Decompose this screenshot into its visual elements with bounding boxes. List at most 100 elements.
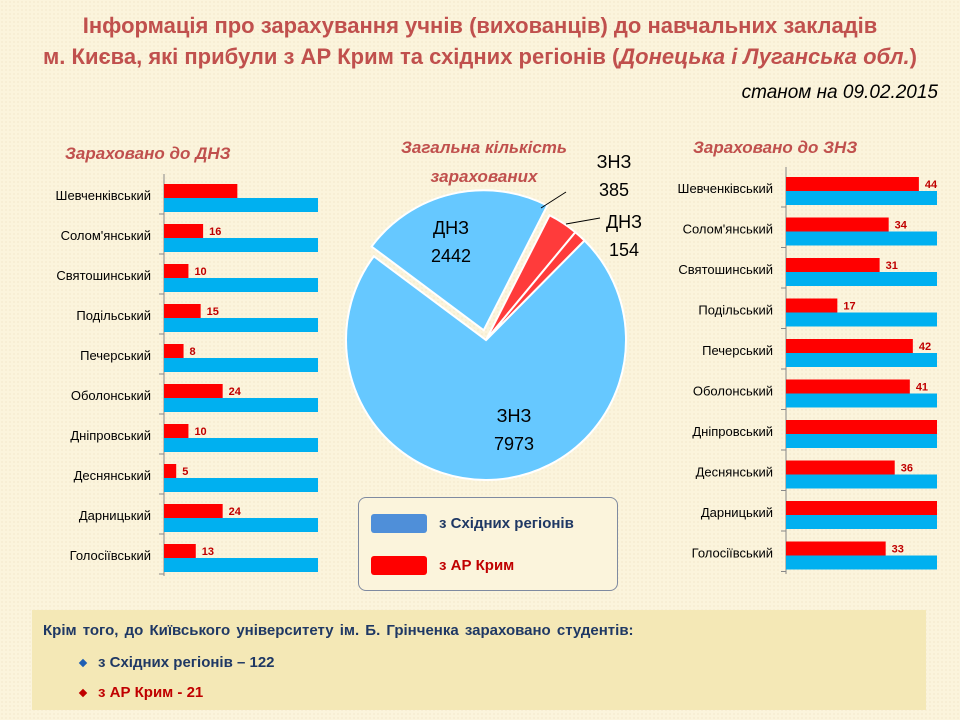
dnz-bar-crimea bbox=[164, 384, 223, 398]
znz-bar-east bbox=[786, 231, 937, 246]
pie-leader-line bbox=[565, 217, 601, 225]
pie-chart-title: Загальна кількість зарахованих bbox=[400, 138, 567, 186]
znz-bar-crimea bbox=[786, 339, 913, 353]
dnz-bar-crimea bbox=[164, 304, 201, 318]
znz-data-label: 31 bbox=[886, 260, 898, 272]
pie-label-dnz-crimea-category: ДНЗ bbox=[606, 212, 642, 232]
title-line-2-italic: Донецька і Луганська обл. bbox=[619, 44, 910, 69]
znz-bar-east bbox=[786, 555, 937, 570]
legend-item-east: з Східних регіонів bbox=[371, 514, 574, 533]
znz-category-label: Деснянський bbox=[696, 465, 773, 480]
dnz-data-label: 10 bbox=[194, 426, 206, 438]
dnz-bar-crimea bbox=[164, 464, 177, 478]
znz-category-label: Голосіївський bbox=[692, 546, 773, 561]
dnz-category-label: Солом'янський bbox=[61, 228, 151, 243]
znz-bar-crimea bbox=[786, 460, 895, 475]
legend-swatch-crimea bbox=[371, 556, 427, 575]
dnz-bar-crimea bbox=[164, 424, 189, 438]
znz-chart-title: Зараховано до ЗНЗ bbox=[693, 138, 858, 157]
legend-label-east: з Східних регіонів bbox=[439, 515, 574, 532]
pie-label-znz-east-category: ЗНЗ bbox=[497, 406, 532, 426]
znz-bar-crimea bbox=[786, 298, 838, 313]
znz-category-label: Дніпровський bbox=[692, 424, 773, 439]
znz-category-label: Шевченківський bbox=[678, 181, 773, 196]
dnz-bar-east bbox=[164, 318, 318, 332]
dnz-data-label: 16 bbox=[209, 226, 221, 238]
pie-legend: з Східних регіонів з АР Крим bbox=[358, 497, 618, 591]
znz-data-label: 33 bbox=[892, 544, 904, 556]
title-line-2: м. Києва, які прибули з АР Крим та східн… bbox=[0, 41, 960, 72]
dnz-data-label: 13 bbox=[202, 546, 214, 558]
pie-slice-dnz-crimea bbox=[485, 230, 586, 341]
dnz-category-label: Печерський bbox=[80, 348, 151, 363]
report-date: станом на 09.02.2015 bbox=[741, 82, 938, 103]
pie-label-znz-east-value: 7973 bbox=[494, 434, 534, 454]
dnz-category-label: Деснянський bbox=[74, 468, 151, 483]
znz-data-label: 42 bbox=[919, 341, 931, 353]
legend-label-crimea: з АР Крим bbox=[439, 557, 515, 574]
dnz-bar-east bbox=[164, 478, 318, 492]
legend-item-crimea: з АР Крим bbox=[371, 556, 514, 575]
znz-bar-crimea bbox=[786, 258, 880, 272]
pie-slice-znz-east bbox=[345, 239, 627, 481]
znz-bar-crimea bbox=[786, 177, 919, 191]
note-item-crimea: з АР Крим - 21 bbox=[78, 684, 204, 701]
title-line-2-end: ) bbox=[909, 44, 917, 69]
pie-slice-dnz-east bbox=[370, 189, 549, 332]
dnz-category-label: Голосіївський bbox=[70, 548, 151, 563]
znz-bar-east bbox=[786, 191, 937, 205]
dnz-bar-east bbox=[164, 238, 318, 252]
znz-bar-east bbox=[786, 272, 937, 286]
znz-category-label: Святошинський bbox=[678, 262, 773, 277]
dnz-data-label: 5 bbox=[182, 466, 188, 478]
znz-data-label: 36 bbox=[901, 463, 913, 475]
znz-bar-crimea bbox=[786, 420, 937, 434]
note-crimea-text: з АР Крим - 21 bbox=[98, 684, 204, 701]
znz-bar-crimea bbox=[786, 217, 889, 232]
dnz-bar-east bbox=[164, 558, 318, 572]
title-line-2-start: м. Києва, які прибули з АР Крим та східн… bbox=[43, 44, 620, 69]
dnz-chart-title: Зараховано до ДНЗ bbox=[65, 144, 231, 163]
dnz-data-label: 10 bbox=[194, 266, 206, 278]
znz-bar-crimea bbox=[786, 501, 937, 515]
pie-label-znz-crimea-category: ЗНЗ bbox=[597, 152, 632, 172]
znz-bar-east bbox=[786, 312, 937, 327]
pie-label-dnz-east-category: ДНЗ bbox=[433, 218, 469, 238]
dnz-bar-crimea bbox=[164, 264, 189, 278]
bullet-icon bbox=[78, 658, 88, 667]
dnz-bar-east bbox=[164, 278, 318, 292]
znz-bar-east bbox=[786, 515, 937, 529]
legend-swatch-east bbox=[371, 514, 427, 533]
dnz-bar-crimea bbox=[164, 544, 196, 558]
dnz-bar-crimea bbox=[164, 224, 204, 238]
znz-bar-east bbox=[786, 434, 937, 448]
znz-bar-east bbox=[786, 393, 937, 408]
dnz-bar-east bbox=[164, 358, 318, 372]
dnz-bar-crimea bbox=[164, 184, 238, 198]
dnz-data-label: 15 bbox=[207, 306, 219, 318]
note-east-text: з Східних регіонів – 122 bbox=[98, 654, 275, 671]
note-heading: Крім того, до Київського університету ім… bbox=[43, 622, 634, 639]
pie-label-znz-crimea-value: 385 bbox=[599, 180, 629, 200]
dnz-bar-east bbox=[164, 398, 318, 412]
znz-data-label: 44 bbox=[925, 179, 938, 191]
znz-bar-crimea bbox=[786, 541, 886, 556]
znz-bar-crimea bbox=[786, 379, 910, 394]
page-title: Інформація про зарахування учнів (вихова… bbox=[0, 10, 960, 72]
znz-category-label: Оболонський bbox=[693, 384, 773, 399]
znz-bar-east bbox=[786, 474, 937, 489]
university-note: Крім того, до Київського університету ім… bbox=[32, 610, 926, 710]
title-line-1: Інформація про зарахування учнів (вихова… bbox=[82, 13, 878, 38]
znz-category-label: Солом'янський bbox=[683, 222, 773, 237]
note-item-east: з Східних регіонів – 122 bbox=[78, 654, 275, 671]
znz-bar-east bbox=[786, 353, 937, 367]
znz-data-label: 41 bbox=[916, 382, 928, 394]
znz-category-label: Печерський bbox=[702, 343, 773, 358]
pie-label-dnz-crimea-value: 154 bbox=[609, 240, 639, 260]
dnz-category-label: Оболонський bbox=[71, 388, 151, 403]
dnz-category-label: Дарницький bbox=[79, 508, 151, 523]
bullet-icon bbox=[78, 688, 88, 697]
pie-label-dnz-east-value: 2442 bbox=[431, 246, 471, 266]
dnz-category-label: Шевченківський bbox=[56, 188, 151, 203]
